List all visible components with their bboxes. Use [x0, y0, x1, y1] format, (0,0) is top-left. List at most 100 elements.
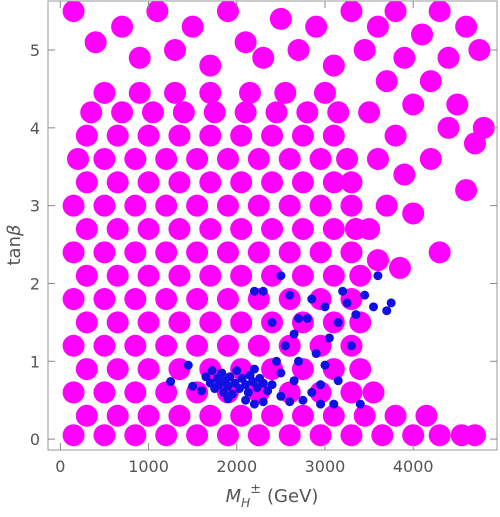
highlight-point: [311, 349, 321, 359]
point: [309, 194, 332, 217]
y-axis-label: tanβ: [4, 225, 25, 266]
highlight-point: [258, 286, 268, 296]
point: [75, 218, 98, 241]
point: [124, 288, 147, 311]
point: [93, 81, 116, 104]
point: [291, 124, 314, 147]
point: [106, 358, 129, 381]
point: [353, 39, 376, 62]
highlight-point: [258, 378, 268, 388]
highlight-point: [285, 290, 295, 300]
point: [230, 264, 253, 287]
highlight-point: [241, 395, 251, 405]
axes: 0 1000 2000 3000 4000 0 1 2 3 4 5: [30, 1, 497, 476]
point: [186, 241, 209, 264]
x-tick-label: 4000: [393, 457, 434, 476]
point: [93, 334, 116, 357]
point: [164, 39, 187, 62]
highlight-point: [207, 366, 217, 376]
point: [106, 404, 129, 427]
highlight-point: [201, 372, 211, 382]
point: [322, 218, 345, 241]
point: [124, 424, 147, 447]
highlight-point: [369, 302, 379, 312]
highlight-point: [248, 377, 258, 387]
point: [428, 424, 451, 447]
x-label-subscript: H: [241, 496, 250, 510]
point: [62, 334, 85, 357]
point: [261, 264, 284, 287]
point: [340, 1, 363, 23]
x-tick-label: 3000: [305, 457, 346, 476]
highlight-point: [324, 333, 334, 343]
point: [155, 241, 178, 264]
point: [186, 334, 209, 357]
point: [93, 147, 116, 170]
point: [340, 194, 363, 217]
point: [402, 93, 425, 116]
highlight-point: [316, 399, 326, 409]
point: [291, 264, 314, 287]
point: [106, 124, 129, 147]
point: [468, 39, 491, 62]
point: [309, 241, 332, 264]
point: [155, 147, 178, 170]
point: [216, 194, 239, 217]
point: [472, 116, 495, 139]
point: [93, 424, 116, 447]
highlight-point: [320, 360, 330, 370]
frame: [47, 0, 498, 451]
highlight-point: [382, 306, 392, 316]
point: [75, 358, 98, 381]
highlight-point: [217, 368, 227, 378]
highlight-point: [289, 329, 299, 339]
x-label-unit: (GeV): [267, 486, 318, 507]
point: [137, 264, 160, 287]
highlight-point: [302, 313, 312, 323]
point: [428, 1, 451, 23]
point: [111, 101, 134, 124]
point: [168, 218, 191, 241]
highlight-point: [183, 360, 193, 370]
point: [216, 288, 239, 311]
point: [62, 288, 85, 311]
point: [309, 147, 332, 170]
point: [419, 147, 442, 170]
point: [168, 404, 191, 427]
point: [199, 264, 222, 287]
point: [75, 404, 98, 427]
highlight-point: [267, 317, 277, 327]
highlight-point: [351, 310, 361, 320]
point: [168, 124, 191, 147]
point: [428, 241, 451, 264]
point: [137, 171, 160, 194]
point: [93, 288, 116, 311]
point: [291, 404, 314, 427]
point: [155, 424, 178, 447]
point: [340, 381, 363, 404]
highlight-point: [243, 387, 253, 397]
point: [455, 179, 478, 202]
point: [322, 404, 345, 427]
point: [106, 311, 129, 334]
point: [168, 171, 191, 194]
point: [261, 124, 284, 147]
point: [384, 1, 407, 23]
point: [455, 15, 478, 38]
point: [62, 381, 85, 404]
point: [384, 124, 407, 147]
highlight-point: [188, 381, 198, 391]
point: [366, 249, 389, 272]
point: [349, 358, 372, 381]
point: [75, 264, 98, 287]
highlight-point: [320, 302, 330, 312]
point: [247, 424, 270, 447]
point: [265, 101, 288, 124]
point: [327, 101, 350, 124]
highlight-point: [267, 380, 277, 390]
y-tick-label: 3: [30, 197, 40, 216]
highlight-point: [298, 395, 308, 405]
highlight-point: [249, 364, 259, 374]
highlight-point: [263, 386, 273, 396]
point: [216, 241, 239, 264]
